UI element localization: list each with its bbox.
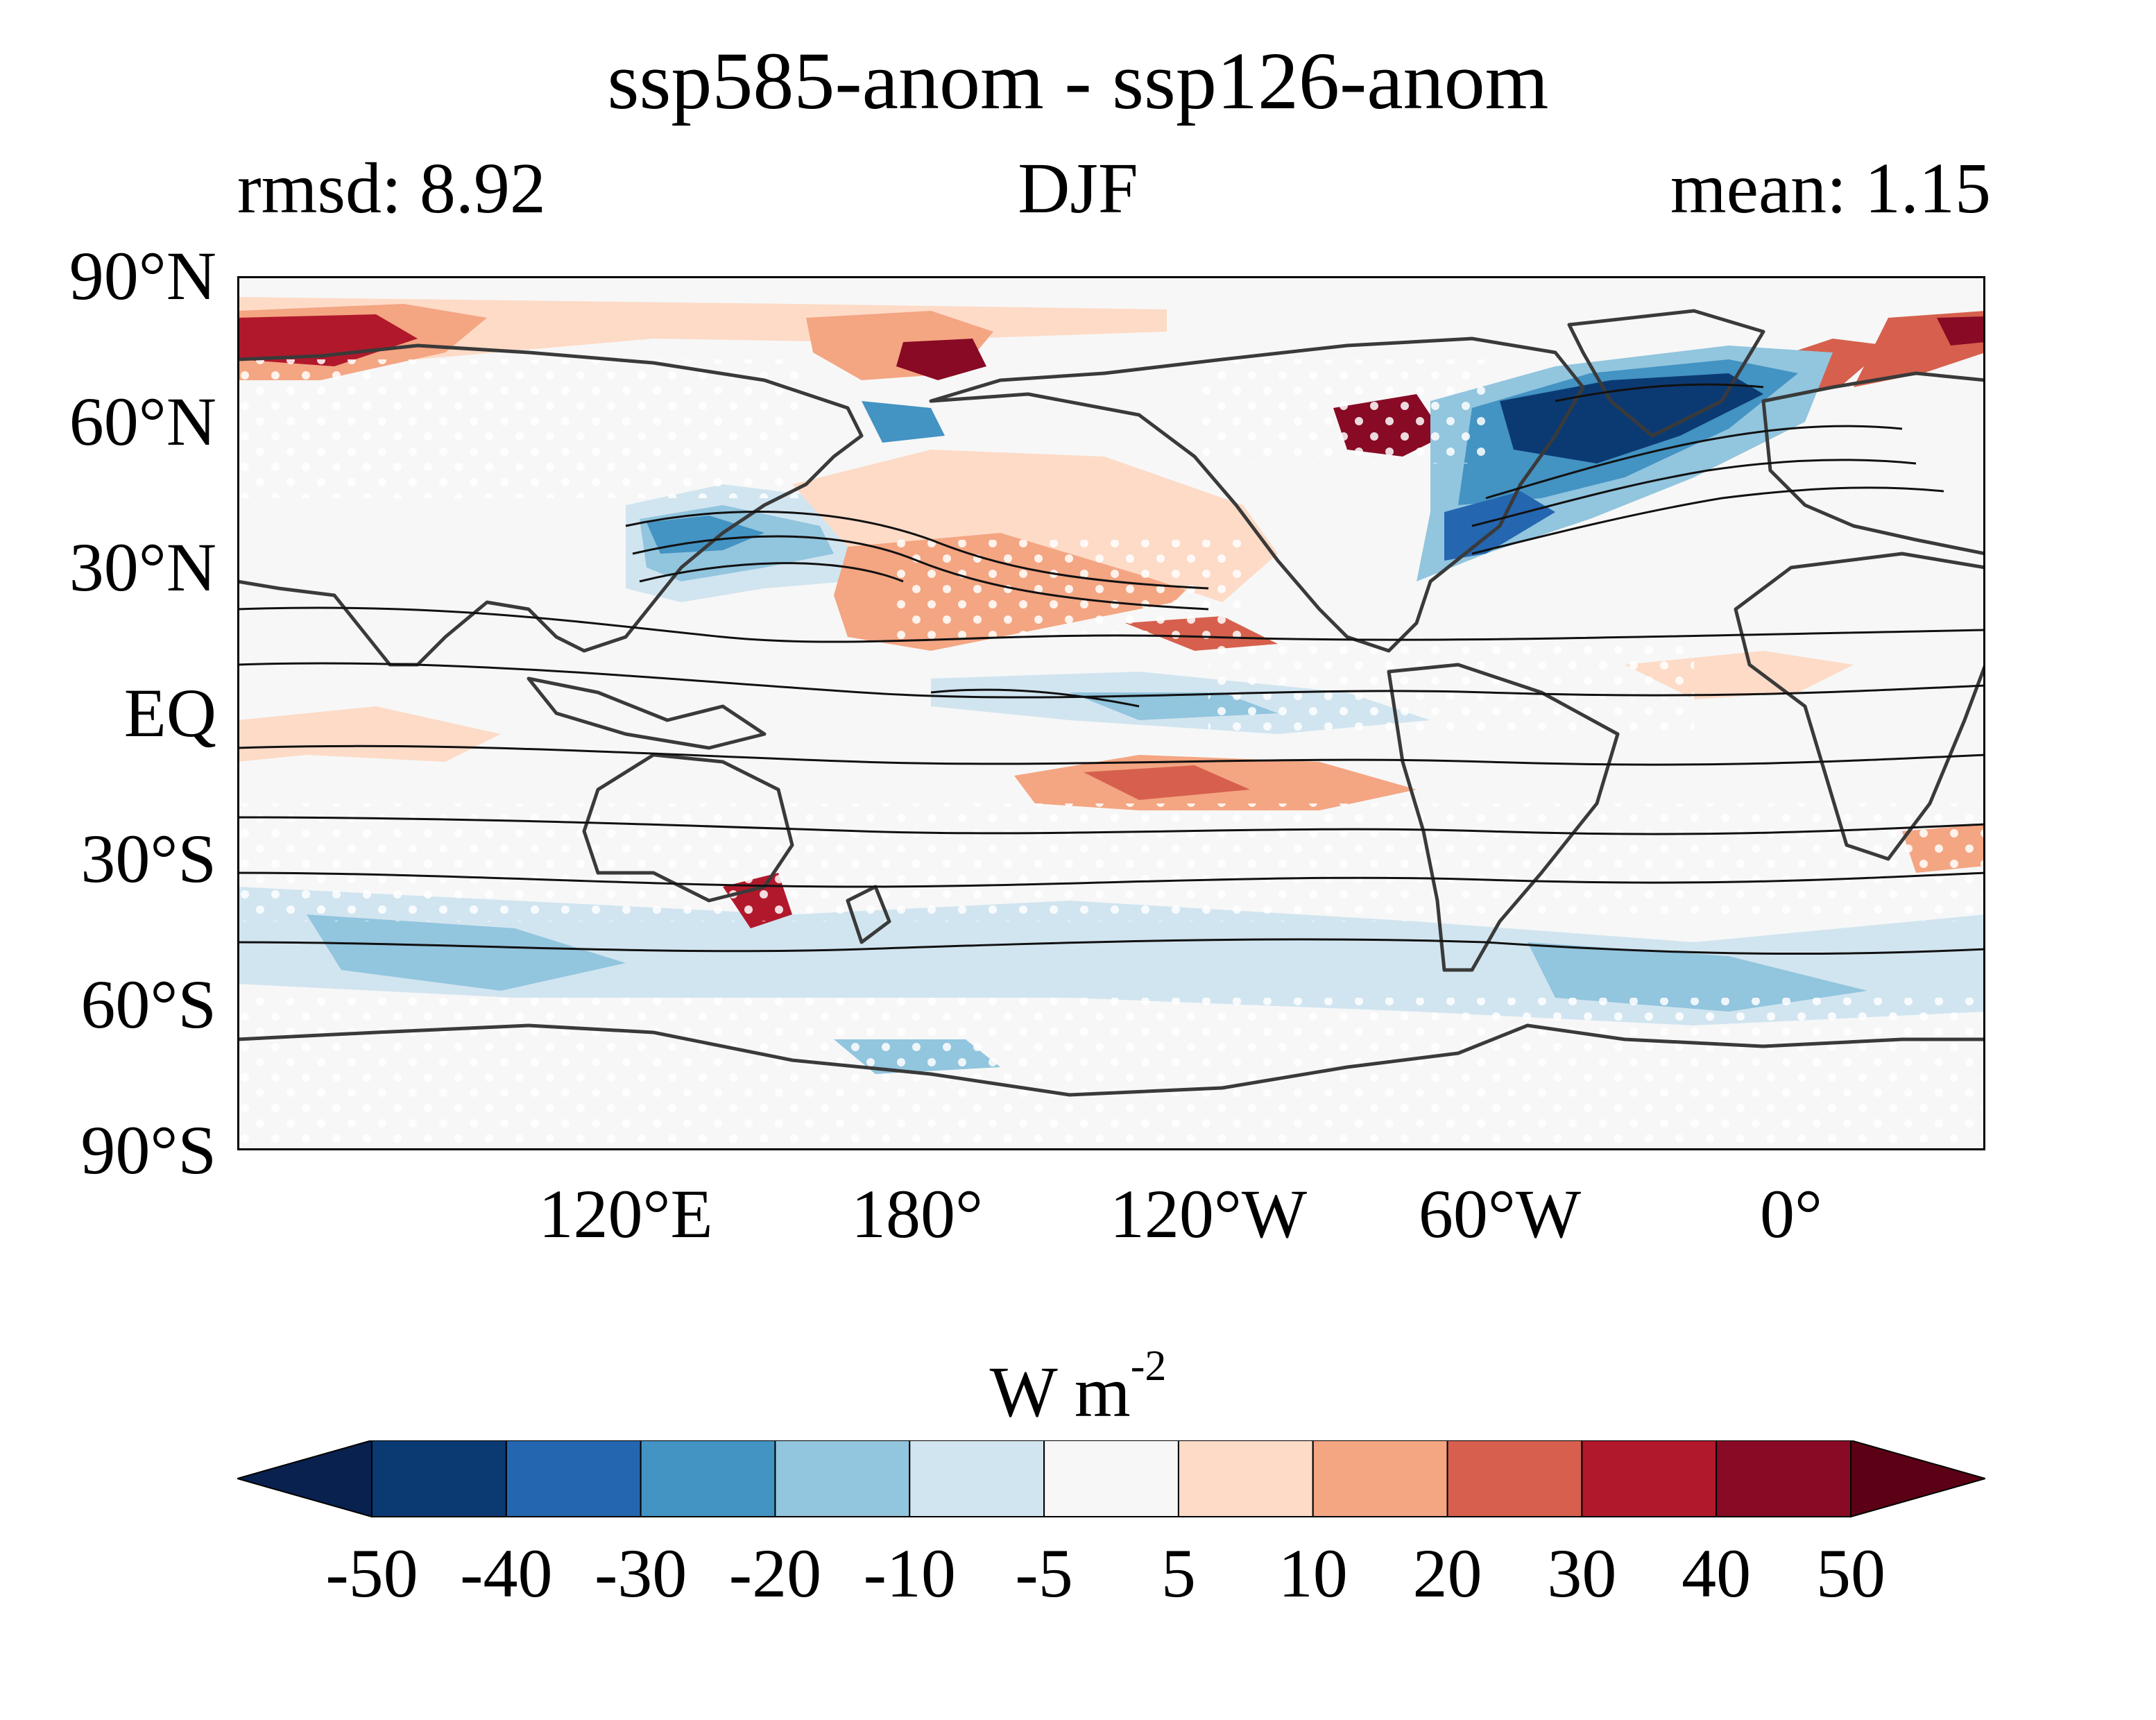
map-svg <box>237 266 1985 1160</box>
colorbar-box <box>774 1440 911 1517</box>
map-panel <box>237 266 1985 1160</box>
lon-label-60w: 60°W <box>1418 1175 1582 1252</box>
warm-region-south-pacific-core <box>1084 765 1250 800</box>
coast-antarctica <box>237 1023 1985 1097</box>
lon-label-120e: 120°E <box>538 1175 713 1252</box>
cold-region-okhotsk <box>862 401 945 443</box>
colorbar-tick-label: -5 <box>1015 1535 1073 1612</box>
lon-label-180: 180° <box>851 1175 983 1252</box>
colorbar-box <box>640 1440 776 1517</box>
colorbar-tick-label: -50 <box>325 1535 418 1612</box>
warm-region-bering-core <box>896 339 986 380</box>
colorbar-svg <box>234 1439 1988 1518</box>
unit-exponent: -2 <box>1130 1343 1167 1390</box>
lat-label-60n: 60°N <box>69 383 216 460</box>
lat-label-eq: EQ <box>123 674 216 751</box>
stippling <box>237 359 1985 1150</box>
lon-label-120w: 120°W <box>1109 1175 1308 1252</box>
cold-region-southern-indian <box>307 914 626 991</box>
colorbar-box <box>1716 1440 1852 1517</box>
rmsd-label: rmsd: 8.92 <box>237 148 546 228</box>
colorbar-box <box>909 1440 1045 1517</box>
lat-label-30s: 30°S <box>80 820 216 897</box>
colorbar-tick-label: -20 <box>728 1535 822 1612</box>
coast-europe <box>1761 371 1985 556</box>
colorbar-box <box>1581 1440 1718 1517</box>
coast-africa <box>1734 552 1985 861</box>
colorbar-tick-label: -30 <box>594 1535 687 1612</box>
colorbar-box <box>1043 1440 1179 1517</box>
coast-north-america <box>929 337 1585 653</box>
colorbar-box <box>371 1440 507 1517</box>
colorbar-unit-label: W m-2 <box>0 1345 2156 1429</box>
colorbar-tick-label: 40 <box>1682 1535 1752 1612</box>
colorbar-tick-label: 30 <box>1547 1535 1617 1612</box>
colorbar-box <box>505 1440 642 1517</box>
mean-label: mean: 1.15 <box>1670 148 1991 228</box>
season-label: DJF <box>1018 148 1138 228</box>
colorbar-extension-low <box>234 1439 373 1518</box>
coastlines <box>237 309 1985 1097</box>
lat-label-90s: 90°S <box>80 1112 216 1189</box>
warm-region-arctic-west-core <box>237 314 418 366</box>
colorbar-tick-label: -40 <box>460 1535 553 1612</box>
colorbar <box>234 1439 1988 1522</box>
coast-greenland <box>1567 309 1765 438</box>
colorbar-extension-high <box>1850 1439 1988 1518</box>
colorbar-tick-label: 50 <box>1816 1535 1885 1612</box>
coast-south-america <box>1387 663 1620 972</box>
cold-region-southern-atlantic <box>1528 942 1867 1012</box>
colorbar-box <box>1312 1440 1448 1517</box>
lat-label-30n: 30°N <box>69 529 216 606</box>
colorbar-tick-label: 10 <box>1278 1535 1348 1612</box>
lat-label-90n: 90°N <box>69 237 216 314</box>
lon-label-0: 0° <box>1760 1175 1822 1252</box>
coast-maritime-continent <box>527 676 767 750</box>
map-frame <box>237 276 1985 1150</box>
colorbar-tick-label: 5 <box>1161 1535 1196 1612</box>
colorbar-tick-label: 20 <box>1412 1535 1482 1612</box>
colorbar-box <box>1177 1440 1314 1517</box>
plot-title: ssp585-anom - ssp126-anom <box>607 35 1549 126</box>
coast-new-zealand <box>846 885 891 944</box>
colorbar-box <box>1446 1440 1583 1517</box>
warm-region-arctic-east-core <box>1937 316 1985 346</box>
colorbar-tick-label: -10 <box>863 1535 956 1612</box>
warm-region-indian-ocean <box>237 706 501 762</box>
lat-label-60s: 60°S <box>80 966 216 1043</box>
unit-base: W m <box>989 1352 1131 1432</box>
contour-lines <box>237 383 1985 955</box>
